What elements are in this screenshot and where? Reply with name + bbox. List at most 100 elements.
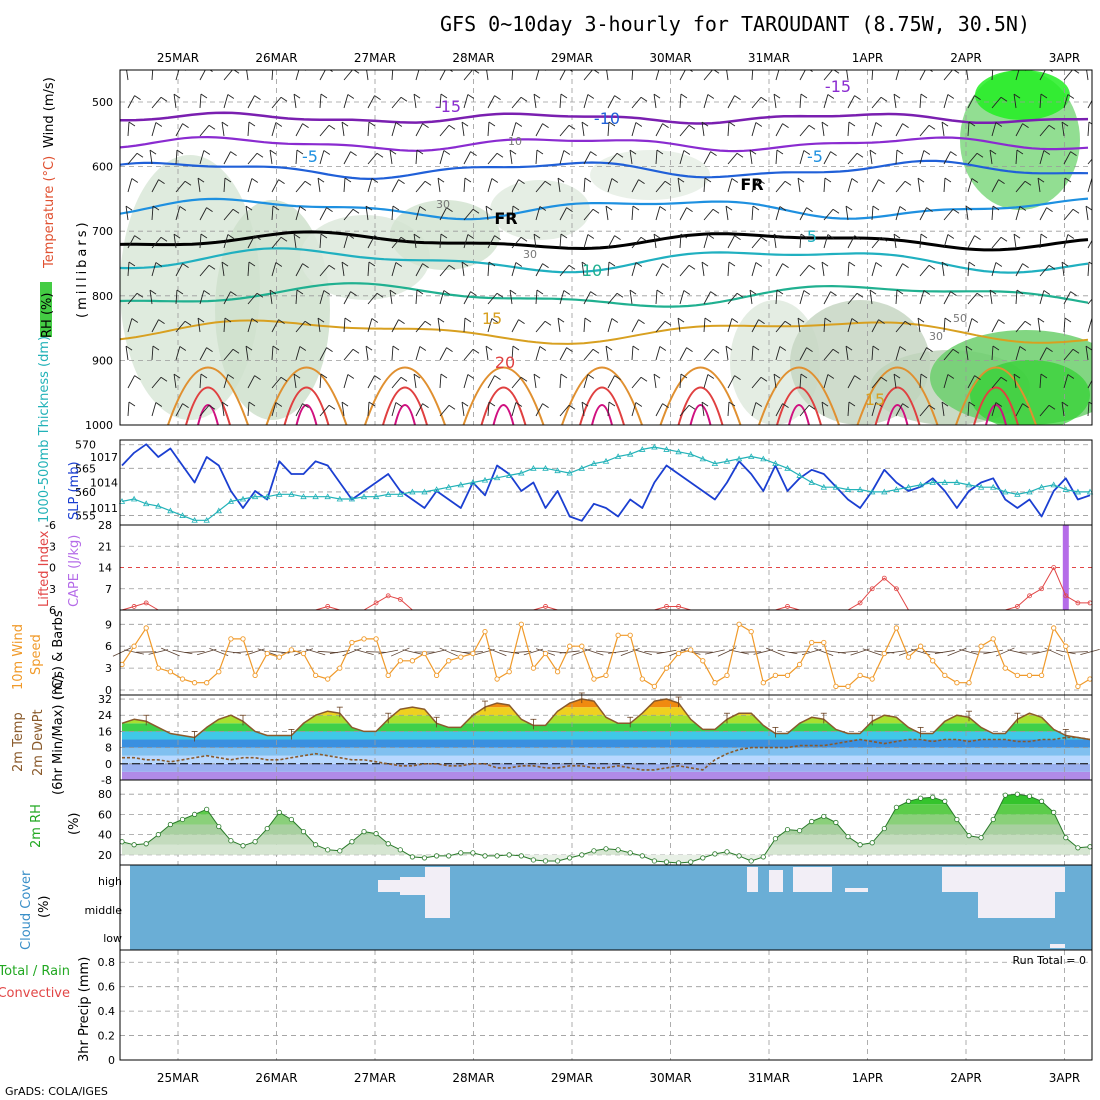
rh-point xyxy=(470,850,476,856)
wind-barb-flag xyxy=(821,401,829,407)
wind-barb-staff xyxy=(367,375,375,389)
contour-10 xyxy=(120,282,1089,308)
temperature-contours xyxy=(120,111,1089,425)
wind-barb-flag xyxy=(1067,94,1075,99)
wind-barb-flag xyxy=(736,292,744,298)
wind-barb-staff xyxy=(847,122,850,137)
contour-20-bulge xyxy=(462,366,545,425)
surface-wind-barb xyxy=(983,649,1004,655)
thickness-point xyxy=(639,446,646,452)
wind-barb-flag xyxy=(824,177,832,183)
wind-barb-staff xyxy=(823,234,829,249)
thickness-point xyxy=(856,486,864,492)
wind-barb-flag xyxy=(592,208,600,214)
wind-barb-staff xyxy=(846,70,849,81)
dewpoint-label: 2m DewPt xyxy=(31,709,46,776)
date-label-top: 25MAR xyxy=(157,51,199,65)
wind-barb-flag xyxy=(584,177,592,183)
wind-barb-flag xyxy=(779,206,787,211)
wind-barb-flag xyxy=(542,263,549,269)
wind-speed-point xyxy=(675,650,682,657)
thickness-point xyxy=(602,457,610,464)
contour-freezing xyxy=(120,230,1089,252)
li-point xyxy=(676,604,681,609)
wind-barb-staff xyxy=(511,319,519,333)
rh-point xyxy=(300,829,307,835)
wind-speed-point xyxy=(276,654,282,660)
wind-barb-staff xyxy=(151,262,157,277)
rh-point xyxy=(990,816,996,823)
thickness-point xyxy=(215,507,222,514)
surface-wind-barb xyxy=(838,650,858,654)
pressure-tick-label: 700 xyxy=(92,225,113,238)
wind-barb-flag xyxy=(134,375,141,381)
wind-speed-point xyxy=(1002,665,1008,671)
wind-barb-flag xyxy=(182,403,189,409)
wind-barb-flag xyxy=(125,345,133,351)
wind-barb-flag xyxy=(1061,121,1069,127)
wind-barb-staff xyxy=(199,124,210,137)
thickness-point xyxy=(832,483,840,490)
wind-barb-flag xyxy=(464,317,472,323)
wind-barb-staff xyxy=(391,122,397,137)
wind-barb-flag xyxy=(944,317,952,323)
wind-barb-staff xyxy=(823,348,834,361)
wind-barb-staff xyxy=(223,374,229,389)
wind-speed-point xyxy=(615,632,621,638)
wind-barb-flag xyxy=(467,234,475,239)
wind-barb-staff xyxy=(1087,318,1092,333)
wind-barb-flag xyxy=(365,205,373,211)
wind-barb-staff xyxy=(1013,234,1017,249)
wind-barb-flag xyxy=(808,404,816,410)
wind-barb-staff xyxy=(151,96,162,109)
wind-barb-flag xyxy=(878,319,885,325)
bottom-date-axis: 25MAR 26MAR 27MAR 28MAR 29MAR 30MAR 31MAR 1APR 2… xyxy=(157,1071,1080,1085)
li-tick-label: 0 xyxy=(49,562,56,575)
wind-barb-staff xyxy=(125,206,129,221)
wind-barb-staff xyxy=(871,402,877,417)
wind-barb-flag xyxy=(928,404,936,410)
wind-speed-point xyxy=(833,683,839,689)
wind-barb-flag xyxy=(1043,150,1051,155)
dewpoint-line xyxy=(122,736,1091,771)
rh-tick-label: 20 xyxy=(98,849,112,862)
wind-barb-staff xyxy=(751,179,759,193)
wind-barb-staff xyxy=(871,96,882,109)
precip-grid xyxy=(120,950,1092,1060)
wind-barb-staff xyxy=(655,346,661,361)
thickness-point xyxy=(239,495,247,502)
wind-barb-staff xyxy=(511,402,517,417)
wind-barb-staff xyxy=(751,319,759,333)
thickness-point xyxy=(481,476,489,483)
wind-barb-staff xyxy=(943,70,953,81)
wind-barb-staff xyxy=(175,206,181,221)
thickness-point xyxy=(251,493,259,500)
thickness-point xyxy=(772,460,779,467)
date-label-bottom: 29MAR xyxy=(551,1071,593,1085)
wind-barb-flag xyxy=(998,179,1005,185)
wind-barb-staff xyxy=(991,236,1002,249)
wind-barb-flag xyxy=(902,123,909,129)
wind-barb-flag xyxy=(848,261,856,267)
wind-speed-point xyxy=(385,672,391,679)
wind-barb-flag xyxy=(689,70,693,73)
wind-barb-flag xyxy=(512,345,520,351)
wind-barb-flag xyxy=(1048,124,1056,130)
wind-barb-staff xyxy=(919,347,927,361)
wind-barb-staff xyxy=(317,178,321,193)
rh-point xyxy=(942,798,948,804)
wind-barb-staff xyxy=(533,94,537,109)
wind-barb-flag xyxy=(542,403,549,409)
wind-barb-staff xyxy=(197,318,201,333)
surface-wind-barb xyxy=(233,650,253,654)
rh-point xyxy=(228,838,234,844)
wind-speed-point xyxy=(784,672,791,679)
wind-barb-flag xyxy=(1048,404,1056,410)
contour-label: -15 xyxy=(435,97,461,116)
thickness-point xyxy=(784,465,791,471)
wind-speed-point xyxy=(446,658,452,664)
wind-barb-staff xyxy=(726,70,729,81)
wind-barb-staff xyxy=(535,263,543,277)
wind-barb-staff xyxy=(247,178,253,193)
